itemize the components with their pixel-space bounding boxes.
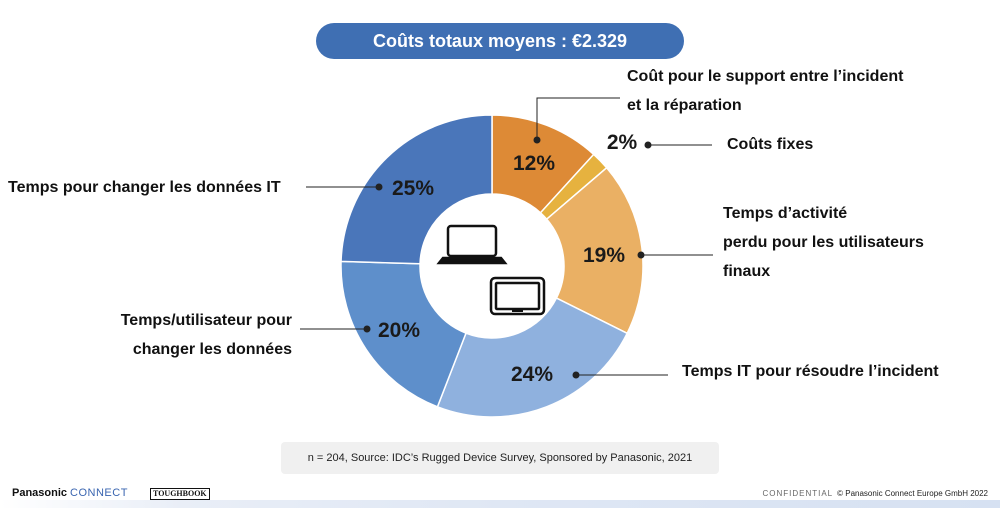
slice-lost-time bbox=[545, 166, 644, 335]
footer-bar bbox=[0, 500, 1000, 508]
label-support: Coût pour le support entre l’incident et… bbox=[627, 62, 903, 120]
label-user-change-line: Temps/utilisateur pour bbox=[120, 312, 292, 329]
leader-support-dot bbox=[533, 136, 541, 144]
confidential-label: CONFIDENTIAL bbox=[762, 489, 834, 498]
slice-user-change bbox=[340, 260, 467, 408]
pct-it-resolve: 24% bbox=[510, 363, 554, 386]
laptop-icon bbox=[436, 224, 508, 265]
brand-sub: CONNECT bbox=[70, 487, 128, 499]
leader-it-resolve-dot bbox=[572, 371, 580, 379]
leader-user-change-dot bbox=[363, 325, 371, 333]
leader-lost-time-dot bbox=[637, 251, 645, 259]
source-note: n = 204, Source: IDC’s Rugged Device Sur… bbox=[281, 442, 719, 474]
label-lost-time-line: perdu pour les utilisateurs bbox=[723, 234, 924, 251]
leader-fixed-dot bbox=[644, 141, 652, 149]
pct-user-change: 20% bbox=[377, 319, 421, 342]
label-it-resolve-line: Temps IT pour résoudre l’incident bbox=[682, 363, 939, 380]
leader-support bbox=[536, 97, 620, 140]
label-support-line: Coût pour le support entre l’incident bbox=[627, 68, 904, 85]
leader-it-change-dot bbox=[375, 183, 383, 191]
slice-it-resolve bbox=[436, 297, 629, 418]
copyright: CONFIDENTIAL © Panasonic Connect Europe G… bbox=[762, 489, 988, 498]
label-it-change-line: Temps pour changer les données IT bbox=[8, 179, 281, 196]
label-fixed-line: Coûts fixes bbox=[727, 136, 814, 153]
pct-support: 12% bbox=[512, 152, 556, 175]
slice-it-change bbox=[340, 114, 493, 265]
chart-title: Coûts totaux moyens : €2.329 bbox=[316, 23, 684, 59]
pct-lost-time: 19% bbox=[582, 244, 626, 267]
tablet-icon bbox=[489, 276, 546, 316]
pct-it-change: 25% bbox=[391, 177, 435, 200]
label-lost-time-line: Temps d’activité bbox=[723, 205, 848, 222]
copyright-text: © Panasonic Connect Europe GmbH 2022 bbox=[837, 489, 988, 498]
brand-name: Panasonic bbox=[12, 487, 68, 499]
label-user-change-line: changer les données bbox=[132, 341, 292, 358]
label-user-change: Temps/utilisateur pour changer les donné… bbox=[88, 306, 292, 364]
toughbook-logo: TOUGHBOOK bbox=[150, 488, 210, 500]
label-lost-time-line: finaux bbox=[723, 263, 771, 280]
label-lost-time: Temps d’activité perdu pour les utilisat… bbox=[723, 199, 924, 286]
brand-logo: Panasonic CONNECT bbox=[12, 487, 128, 499]
label-it-change: Temps pour changer les données IT bbox=[8, 173, 281, 202]
pct-fixed: 2% bbox=[606, 131, 638, 154]
label-it-resolve: Temps IT pour résoudre l’incident bbox=[682, 357, 939, 386]
label-fixed: Coûts fixes bbox=[727, 130, 813, 159]
label-support-line: et la réparation bbox=[627, 97, 742, 114]
